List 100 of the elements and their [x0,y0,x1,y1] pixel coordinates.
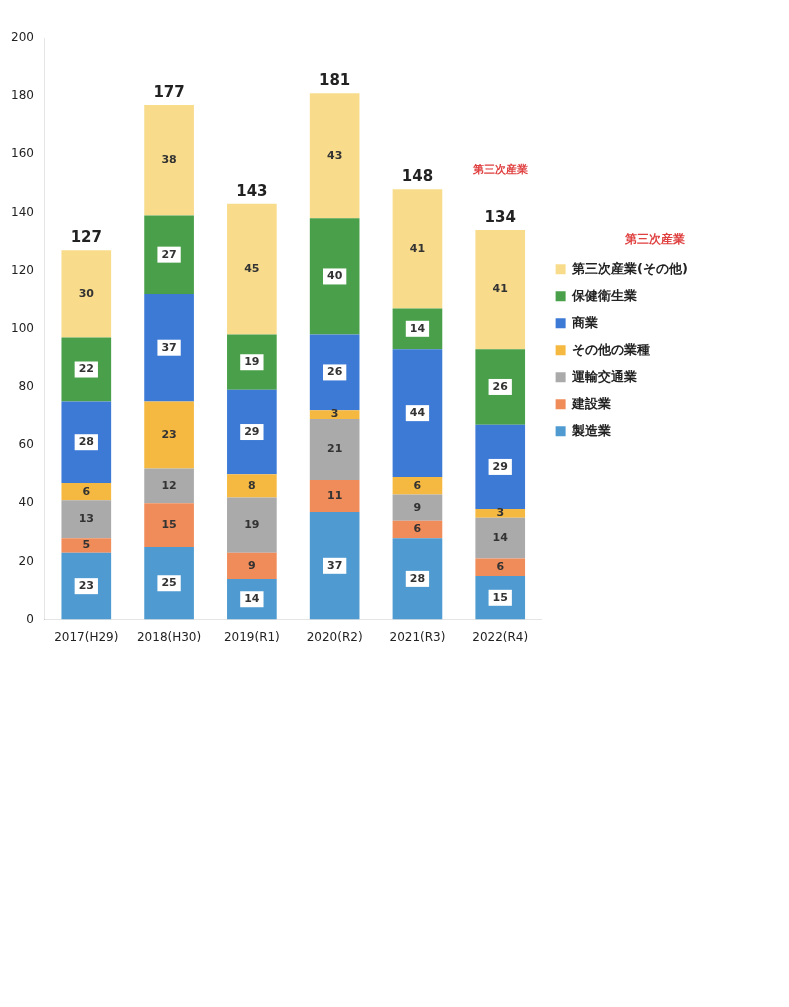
bar [392,349,443,478]
legend-label: 運輸交通業 [571,368,638,384]
bar [61,538,112,553]
data-label: 15 [492,590,508,604]
bar [392,538,443,620]
bar [227,497,277,553]
data-label: 19 [244,517,260,531]
data-label: 45 [244,262,260,276]
bar [475,558,526,576]
data-label: 37 [327,558,343,572]
data-label: 25 [161,576,177,590]
total-label: 134 [484,207,516,226]
data-label: 12 [161,478,177,492]
bar [475,229,526,350]
bar [227,334,277,390]
y-tick-label: 0 [26,611,34,626]
bar [227,552,277,579]
y-tick-label: 180 [11,88,34,103]
data-label: 19 [244,355,260,369]
data-label: 26 [327,365,343,379]
data-label: 21 [327,442,343,456]
bar [475,509,526,518]
bar [61,250,112,338]
total-label: 181 [319,71,351,90]
data-label: 3 [496,506,505,520]
bar [309,93,360,219]
data-label: 41 [492,282,508,296]
y-tick-label: 60 [18,437,34,452]
bar [475,424,526,510]
legend-label: 保健衛生業 [571,287,638,303]
data-label: 29 [244,424,260,438]
bar [309,218,360,335]
bar [309,334,360,411]
data-label: 41 [409,241,426,255]
bar [61,500,112,539]
bar [144,104,194,216]
data-label: 29 [492,459,508,473]
y-tick-label: 160 [11,146,34,161]
bar [309,512,360,620]
data-label: 15 [161,517,177,531]
legend-label: 建設業 [571,395,612,411]
data-label: 9 [248,558,256,572]
data-label: 11 [327,488,343,502]
y-tick-label: 200 [11,30,34,45]
data-label: 40 [327,269,343,283]
annotation: 第三次産業 [471,162,528,176]
bar [61,552,112,620]
x-tick-label: 2021(R3) [389,629,446,644]
x-tick-label: 2018(H30) [136,629,202,644]
data-label: 6 [413,522,422,536]
data-label: 23 [161,427,177,441]
bar [309,418,360,481]
bar [309,410,360,419]
bar [144,503,194,547]
y-tick-label: 100 [11,320,34,335]
data-label: 37 [161,340,177,354]
bar [392,520,443,539]
y-tick-label: 20 [18,553,34,568]
data-label: 26 [492,379,509,393]
data-label: 43 [327,148,343,162]
bar [475,349,526,425]
total-label: 148 [401,167,434,186]
legend-label: 第三次産業(その他) [571,260,689,276]
y-tick-label: 120 [11,262,34,277]
legend-label: 製造業 [571,422,612,438]
total-label: 177 [153,82,185,101]
data-label: 14 [492,531,509,545]
total-label: 127 [70,228,102,247]
data-label: 8 [248,478,256,492]
data-label: 13 [78,512,94,526]
bar [144,215,194,294]
bar [392,477,443,495]
bar [227,474,277,498]
legend-label: 商業 [571,314,599,330]
y-tick-label: 80 [18,379,34,394]
data-label: 5 [82,538,91,552]
bar [309,480,360,512]
data-label: 6 [82,484,91,498]
bar [475,517,526,559]
bar [227,389,277,475]
bar [61,482,112,501]
data-label: 14 [244,592,260,606]
bar [144,546,194,620]
data-label: 14 [409,321,426,335]
bar [392,494,443,521]
data-label: 23 [78,579,94,593]
bar [144,468,194,504]
x-tick-label: 2020(R2) [306,629,363,644]
bar [144,293,194,402]
data-label: 38 [161,153,177,166]
bar [144,401,194,469]
data-label: 9 [413,500,422,514]
data-label: 28 [78,435,94,449]
x-tick-label: 2022(R4) [472,629,529,644]
legend-title: 第三次産業 [623,232,685,247]
y-tick-label: 140 [11,204,34,219]
bar [61,401,112,483]
data-label: 6 [413,478,422,492]
y-tick-label: 40 [18,495,34,510]
data-label: 30 [78,286,95,300]
